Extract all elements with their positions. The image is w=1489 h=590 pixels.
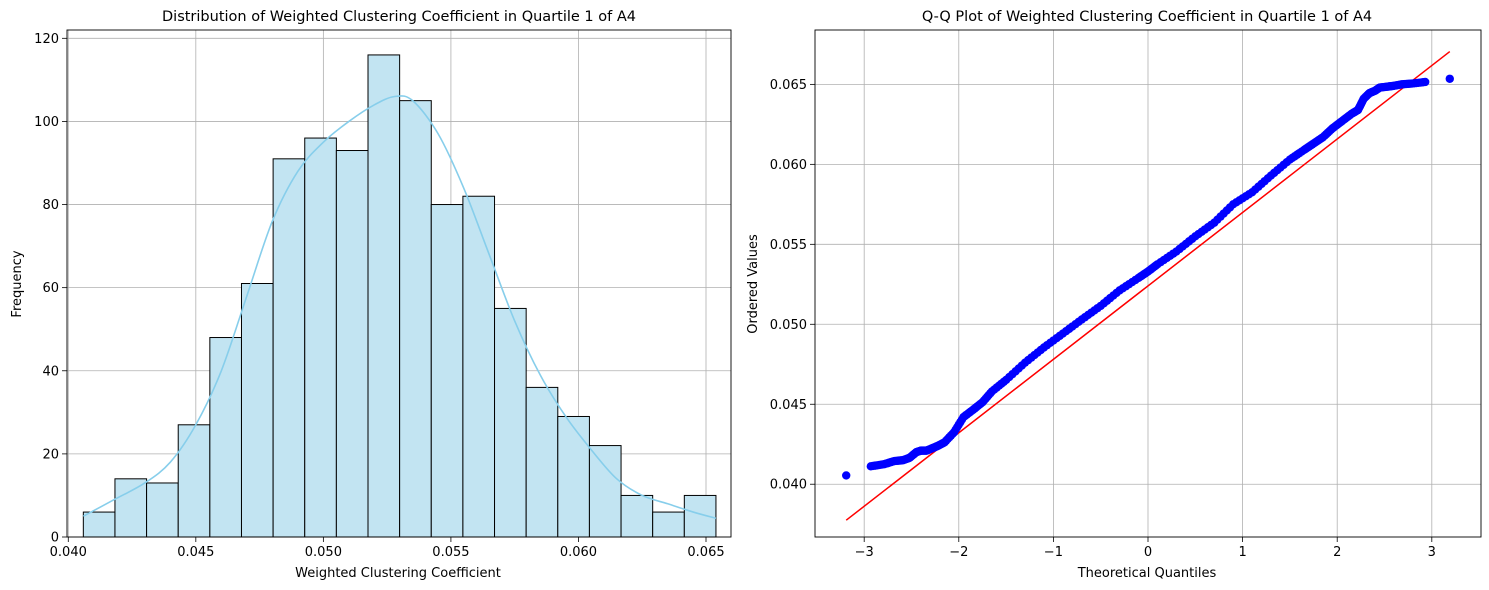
qq-grid <box>815 30 1481 537</box>
histogram-bar <box>209 337 242 538</box>
histogram-y-ticks: 0 20 40 60 80 100 120 <box>34 32 67 546</box>
histogram-bar <box>82 511 116 538</box>
histogram-bar <box>588 445 622 538</box>
qq-points <box>842 74 1454 480</box>
qq-y-axis-label: Ordered Values <box>746 234 761 334</box>
qq-x-ticks: −3 −2 −1 0 1 2 3 <box>855 537 1436 560</box>
y-tick-label: 0.040 <box>770 478 807 493</box>
histogram-bar <box>240 283 274 538</box>
x-tick-label: −3 <box>855 545 874 560</box>
x-tick-label: 0.055 <box>432 545 469 560</box>
x-tick-label: 0.045 <box>177 545 214 560</box>
qq-x-axis-label: Theoretical Quantiles <box>1077 566 1217 581</box>
x-tick-label: 0 <box>1144 545 1152 560</box>
histogram-bar <box>430 204 464 538</box>
y-tick-label: 0.065 <box>770 78 807 93</box>
y-tick-label: 120 <box>34 32 59 47</box>
x-tick-label: 0.040 <box>50 545 87 560</box>
y-tick-label: 40 <box>42 364 59 379</box>
x-tick-label: 0.065 <box>687 545 724 560</box>
x-tick-label: −1 <box>1044 545 1063 560</box>
histogram-bar <box>146 482 179 538</box>
y-tick-label: 0.055 <box>770 238 807 253</box>
histogram-bar <box>525 386 559 538</box>
qq-fit-line-overlay <box>958 175 1291 434</box>
y-tick-label: 0 <box>51 531 59 546</box>
y-tick-label: 20 <box>42 447 59 462</box>
x-tick-label: 1 <box>1238 545 1246 560</box>
qq-y-ticks: 0.040 0.045 0.050 0.055 0.060 0.065 <box>770 78 815 493</box>
histogram-x-ticks: 0.040 0.045 0.050 0.055 0.060 0.065 <box>50 537 725 560</box>
histogram-bar <box>177 424 211 538</box>
histogram-x-axis-label: Weighted Clustering Coefficient <box>295 566 501 581</box>
qq-plot-title: Q-Q Plot of Weighted Clustering Coeffici… <box>922 9 1372 25</box>
histogram-bar <box>494 307 527 538</box>
qq-plot-panel: Q-Q Plot of Weighted Clustering Coeffici… <box>746 9 1482 581</box>
histogram-grid <box>67 30 731 538</box>
histogram-bar <box>304 137 337 538</box>
x-tick-label: 2 <box>1333 545 1341 560</box>
y-tick-label: 0.050 <box>770 318 807 333</box>
histogram-bar <box>335 150 369 538</box>
histogram-bar <box>620 494 654 538</box>
qq-point <box>1445 74 1454 83</box>
x-tick-label: −2 <box>949 545 968 560</box>
histogram-bar <box>462 195 496 538</box>
kde-curve <box>82 95 717 520</box>
histogram-y-axis-label: Frequency <box>10 250 25 317</box>
y-tick-label: 60 <box>42 281 59 296</box>
histogram-panel: Distribution of Weighted Clustering Coef… <box>10 9 732 581</box>
histogram-bar <box>652 511 685 538</box>
histogram-bar <box>272 158 306 538</box>
y-tick-label: 80 <box>42 198 59 213</box>
y-tick-label: 100 <box>34 115 59 130</box>
histogram-bar <box>367 54 401 538</box>
x-tick-label: 3 <box>1428 545 1436 560</box>
histogram-bars <box>82 54 717 538</box>
histogram-bar <box>557 415 590 538</box>
x-tick-label: 0.060 <box>560 545 597 560</box>
histogram-bar <box>399 100 432 538</box>
histogram-bar <box>114 478 148 538</box>
y-tick-label: 0.060 <box>770 158 807 173</box>
histogram-title: Distribution of Weighted Clustering Coef… <box>162 9 636 25</box>
x-tick-label: 0.050 <box>305 545 342 560</box>
histogram-axes-frame <box>66 29 732 538</box>
y-tick-label: 0.045 <box>770 398 807 413</box>
qq-point <box>1420 77 1430 87</box>
qq-point <box>842 471 851 480</box>
